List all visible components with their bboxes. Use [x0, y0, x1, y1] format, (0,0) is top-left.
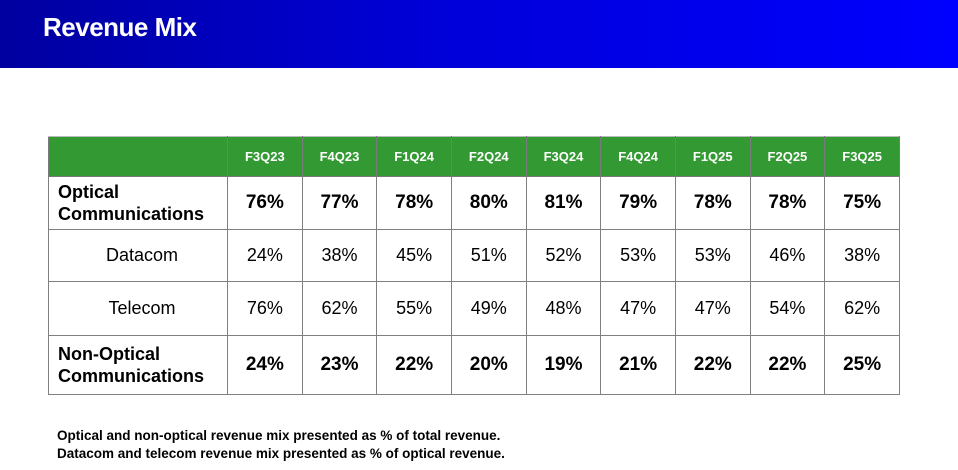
table-cell: 78%: [749, 176, 826, 230]
column-header: F4Q24: [600, 136, 676, 177]
table-cell: 54%: [749, 281, 826, 336]
revenue-mix-table: F3Q23 F4Q23 F1Q24 F2Q24 F3Q24 F4Q24 F1Q25 F2Q25…: [48, 136, 900, 395]
column-header: F3Q25: [824, 136, 900, 177]
table-cell: 78%: [376, 176, 452, 230]
footnotes: Optical and non-optical revenue mix pres…: [57, 427, 505, 463]
table-row: Optical Communications 76% 77% 78% 80% 81% 79%…: [48, 176, 900, 230]
table-cell: 22%: [674, 335, 751, 395]
table-row: Non-Optical Communications 24% 23% 22% 20% 19…: [48, 335, 900, 395]
column-header: F1Q24: [376, 136, 452, 177]
table-cell: 55%: [376, 281, 452, 336]
column-header: F3Q24: [525, 136, 602, 177]
table-cell: 48%: [525, 281, 602, 336]
table-cell: 53%: [674, 229, 751, 282]
table-cell: 52%: [525, 229, 602, 282]
table-cell: 47%: [600, 281, 676, 336]
table-cell: 21%: [600, 335, 676, 395]
table-cell: 77%: [301, 176, 378, 230]
column-header: F1Q25: [674, 136, 751, 177]
table-cell: 75%: [824, 176, 900, 230]
table-cell: 46%: [749, 229, 826, 282]
column-header: F4Q23: [301, 136, 378, 177]
page-title: Revenue Mix: [43, 12, 197, 42]
table-cell: 80%: [450, 176, 527, 230]
table-cell: 19%: [525, 335, 602, 395]
footnote: Optical and non-optical revenue mix pres…: [57, 428, 501, 443]
table-cell: 62%: [824, 281, 900, 336]
table-cell: 24%: [227, 229, 303, 282]
table-cell: 62%: [301, 281, 378, 336]
table-row: Datacom 24% 38% 45% 51% 52% 53% 53% 46% 38%: [48, 229, 900, 282]
column-header: F3Q23: [227, 136, 303, 177]
table-cell: 81%: [525, 176, 602, 230]
table-cell: 24%: [227, 335, 303, 395]
footnote: Datacom and telecom revenue mix presente…: [57, 446, 505, 461]
table-cell: 79%: [600, 176, 676, 230]
table-cell: 25%: [824, 335, 900, 395]
table-cell: 76%: [227, 281, 303, 336]
table-cell: 23%: [301, 335, 378, 395]
table-cell: 53%: [600, 229, 676, 282]
title-banner: Revenue Mix: [0, 0, 958, 68]
column-header: F2Q24: [450, 136, 527, 177]
row-label: Telecom: [48, 281, 228, 336]
row-label: Datacom: [48, 229, 228, 282]
table-cell: 76%: [227, 176, 303, 230]
table-cell: 47%: [674, 281, 751, 336]
table-cell: 49%: [450, 281, 527, 336]
row-label: Non-Optical Communications: [48, 335, 228, 395]
table-cell: 38%: [301, 229, 378, 282]
table-cell: 22%: [749, 335, 826, 395]
header-blank: [48, 136, 228, 177]
row-label: Optical Communications: [48, 176, 228, 230]
table-cell: 51%: [450, 229, 527, 282]
table-cell: 45%: [376, 229, 452, 282]
table-cell: 78%: [674, 176, 751, 230]
table-header-row: F3Q23 F4Q23 F1Q24 F2Q24 F3Q24 F4Q24 F1Q25 F2Q25…: [48, 136, 900, 177]
table-cell: 22%: [376, 335, 452, 395]
column-header: F2Q25: [749, 136, 826, 177]
table-cell: 20%: [450, 335, 527, 395]
table-row: Telecom 76% 62% 55% 49% 48% 47% 47% 54% 62%: [48, 281, 900, 336]
table-cell: 38%: [824, 229, 900, 282]
